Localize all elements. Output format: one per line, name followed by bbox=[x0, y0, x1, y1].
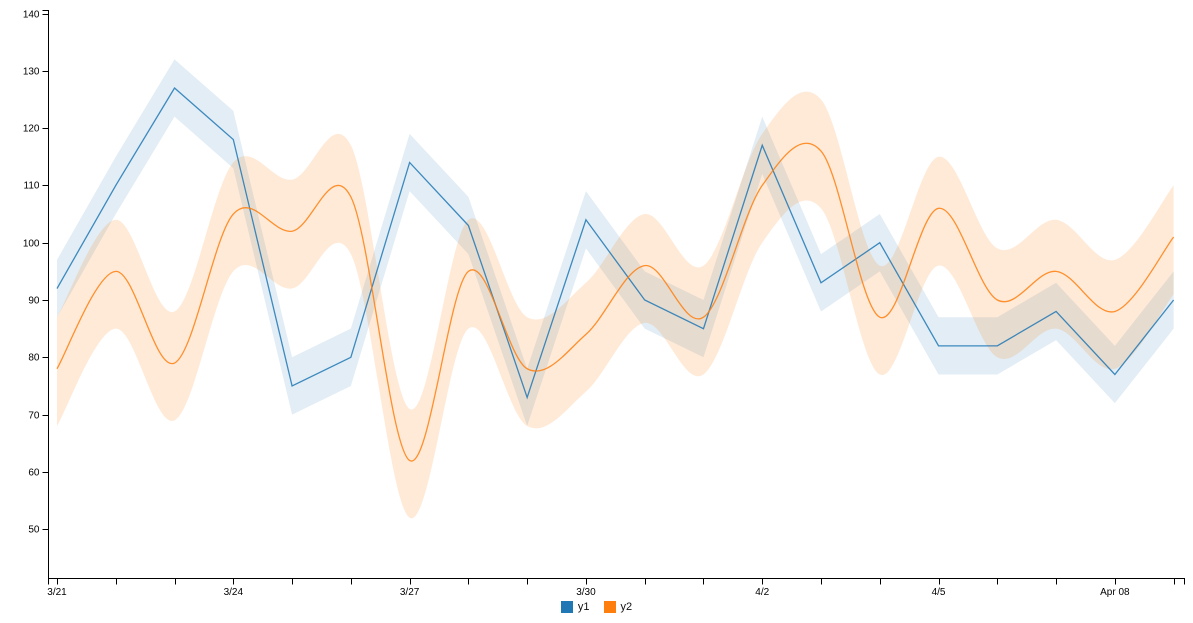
x-axis-tick-label: Apr 08 bbox=[1100, 587, 1130, 598]
chart-legend: y1 y2 bbox=[0, 601, 1193, 613]
y1-line bbox=[56, 86, 1175, 400]
y-axis-tick-label: 50 bbox=[28, 525, 40, 536]
x-axis-tick-label: 3/30 bbox=[576, 587, 596, 598]
y-axis-line bbox=[42, 10, 49, 579]
x-axis-tick-label: 4/2 bbox=[755, 587, 769, 598]
y-axis-tick-label: 120 bbox=[23, 124, 40, 135]
y2-line bbox=[56, 142, 1175, 462]
y1-confidence-band bbox=[57, 59, 1174, 427]
y-axis-tick-label: 70 bbox=[28, 411, 40, 422]
y-axis-tick-label: 100 bbox=[23, 239, 40, 250]
y-axis-tick-label: 80 bbox=[28, 353, 40, 364]
legend-label-y1: y1 bbox=[577, 601, 590, 613]
legend-swatch-y2-icon bbox=[603, 601, 616, 613]
y-axis-tick-label: 60 bbox=[28, 468, 40, 479]
legend-item-y2: y2 bbox=[603, 601, 633, 613]
legend-label-y2: y2 bbox=[620, 601, 633, 613]
y-axis-tick-label: 130 bbox=[23, 67, 40, 78]
x-axis-tick-label: 3/27 bbox=[400, 587, 420, 598]
x-axis-line bbox=[48, 578, 1185, 585]
y-axis-tick-label: 140 bbox=[23, 10, 40, 21]
y2-confidence-band bbox=[57, 91, 1174, 519]
legend-item-y1: y1 bbox=[560, 601, 590, 613]
legend-swatch-y1-icon bbox=[560, 601, 573, 613]
x-axis-tick-label: 3/24 bbox=[224, 587, 244, 598]
x-axis-tick-label: 3/21 bbox=[47, 587, 67, 598]
y-axis-tick-label: 110 bbox=[24, 181, 40, 192]
x-axis-tick-label: 4/5 bbox=[932, 587, 946, 598]
y-axis-tick-label: 90 bbox=[28, 296, 40, 307]
